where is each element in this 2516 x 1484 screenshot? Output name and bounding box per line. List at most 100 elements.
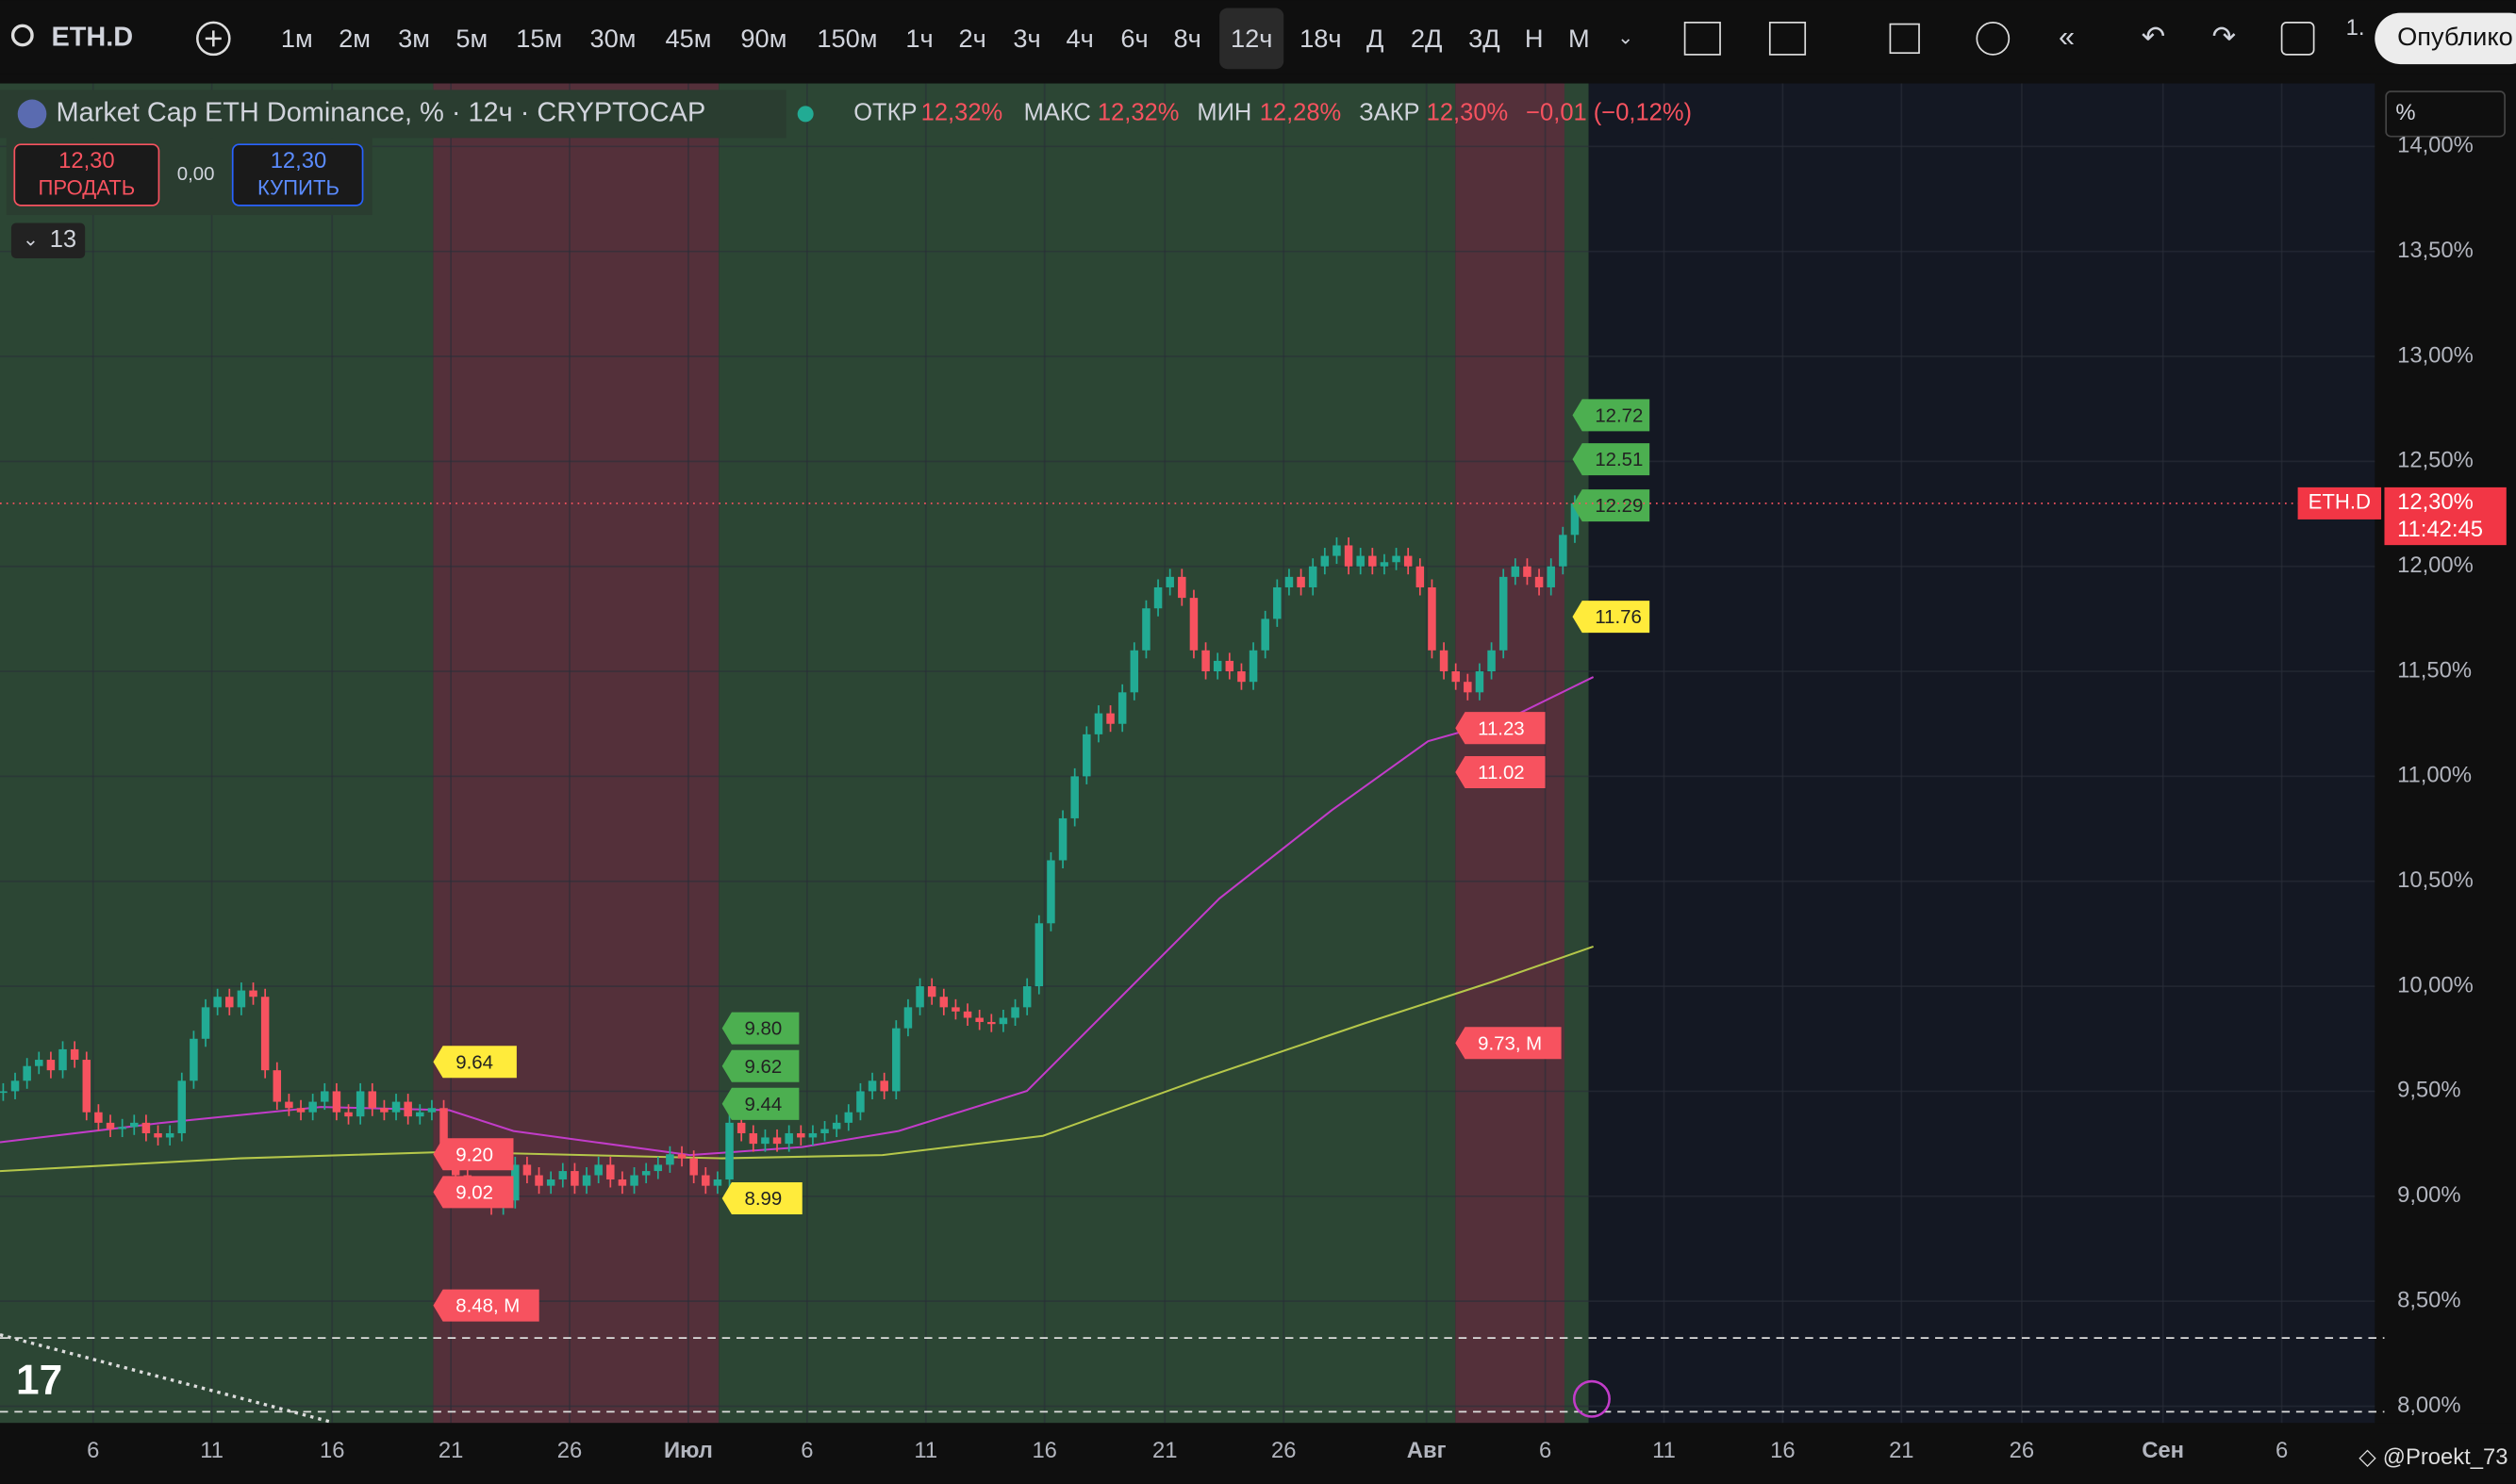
candle: [844, 1112, 853, 1123]
alert-icon[interactable]: [1976, 22, 2011, 56]
interval[interactable]: 45м: [665, 24, 711, 53]
interval[interactable]: 18ч: [1299, 24, 1341, 53]
scale-mode-label[interactable]: %: [2395, 100, 2415, 125]
publish-button[interactable]: [2375, 12, 2516, 65]
fullscreen-icon[interactable]: [2280, 22, 2315, 56]
buy-label[interactable]: КУПИТЬ: [257, 176, 339, 200]
candle: [856, 1091, 865, 1113]
replay-icon[interactable]: «: [2059, 21, 2075, 53]
interval[interactable]: 3ч: [1013, 24, 1040, 53]
low-value: 12,28%: [1260, 100, 1342, 126]
search-icon[interactable]: [10, 24, 34, 47]
price-label-text: 9.73, М: [1478, 1033, 1542, 1054]
redo-icon[interactable]: ↷: [2211, 21, 2236, 53]
candle: [1511, 566, 1520, 577]
x-tick-label: 6: [87, 1438, 99, 1463]
indicators-icon[interactable]: [1768, 22, 1807, 56]
interval[interactable]: 150м: [817, 24, 877, 53]
candle: [154, 1132, 162, 1138]
indicators-toggle[interactable]: [10, 223, 86, 258]
publish-label[interactable]: Опублико: [2397, 22, 2513, 51]
sell-button[interactable]: [13, 143, 160, 206]
interval[interactable]: 1м: [281, 24, 313, 53]
candle: [1523, 566, 1531, 577]
candle: [1451, 671, 1460, 683]
interval[interactable]: 30м: [589, 24, 636, 53]
lightning-icon[interactable]: [1572, 1379, 1611, 1418]
candle: [916, 986, 924, 1008]
dropdown[interactable]: ⌄: [1617, 27, 1633, 48]
interval[interactable]: 4ч: [1066, 24, 1093, 53]
y-tick-label: 13,50%: [2397, 238, 2474, 263]
x-tick-label: 26: [1271, 1438, 1297, 1463]
interval[interactable]: 2м: [339, 24, 371, 53]
candle: [1153, 586, 1163, 609]
y-tick-label: 13,00%: [2397, 342, 2474, 368]
interval[interactable]: 2ч: [958, 24, 985, 53]
interval[interactable]: 12ч: [1231, 24, 1272, 53]
interval[interactable]: 15м: [516, 24, 562, 53]
candle: [344, 1112, 353, 1117]
candle: [749, 1132, 758, 1145]
x-tick-label: 16: [1032, 1438, 1057, 1463]
interval[interactable]: 8ч: [1173, 24, 1200, 53]
high-label: МАКС: [1024, 100, 1091, 126]
interval[interactable]: 3Д: [1468, 24, 1500, 53]
price-label: [1455, 1027, 1562, 1060]
interval[interactable]: 6ч: [1120, 24, 1148, 53]
candle: [1261, 618, 1269, 651]
interval[interactable]: 1ч: [905, 24, 933, 53]
candle: [868, 1080, 877, 1092]
x-tick-label: Сен: [2142, 1438, 2184, 1463]
add-symbol[interactable]: [196, 21, 231, 57]
symbol[interactable]: ETH.D: [51, 23, 133, 53]
buy-price[interactable]: 12,30: [271, 148, 327, 173]
chart-type-icon[interactable]: [1683, 22, 1721, 56]
candle: [522, 1164, 532, 1176]
countdown: 11:42:45: [2397, 517, 2483, 542]
x-tick-label: 16: [320, 1438, 345, 1463]
sell-label[interactable]: ПРОДАТЬ: [38, 176, 135, 200]
price-label: [1572, 601, 1650, 634]
candle: [1237, 671, 1246, 683]
counter: 1.: [2346, 15, 2365, 41]
interval[interactable]: Д: [1366, 24, 1383, 53]
candle: [1166, 576, 1174, 587]
sell-price[interactable]: 12,30: [58, 148, 115, 173]
candle: [1320, 555, 1330, 567]
interval[interactable]: Н: [1525, 24, 1544, 53]
interval[interactable]: 3м: [398, 24, 430, 53]
interval[interactable]: М: [1568, 24, 1590, 53]
chevron[interactable]: ⌄: [23, 230, 39, 251]
candle: [654, 1164, 663, 1172]
price-label: [1455, 712, 1546, 745]
candle: [213, 997, 222, 1008]
candle: [797, 1132, 805, 1138]
x-tick-label: Авг: [1407, 1438, 1447, 1463]
candle: [963, 1011, 972, 1018]
layout-icon[interactable]: [1889, 23, 1920, 55]
candle: [106, 1122, 115, 1129]
y-tick-label: 14,00%: [2397, 133, 2474, 158]
scale-mode[interactable]: [2385, 91, 2506, 138]
undo-icon[interactable]: ↶: [2142, 21, 2166, 53]
x-tick-label: Июл: [664, 1438, 713, 1463]
candle: [0, 1091, 8, 1094]
interval[interactable]: 90м: [740, 24, 786, 53]
buy-button[interactable]: [231, 143, 364, 206]
candle: [1058, 817, 1068, 861]
candle: [1487, 650, 1496, 672]
candle: [713, 1179, 722, 1186]
candle: [1083, 734, 1091, 777]
interval[interactable]: 2Д: [1411, 24, 1443, 53]
candle: [94, 1112, 103, 1123]
x-tick-label: 26: [557, 1438, 583, 1463]
indicators-count[interactable]: 13: [50, 226, 76, 253]
price-label: [1455, 755, 1546, 788]
candle: [1201, 650, 1210, 672]
price-label-text: 12.29: [1595, 496, 1643, 517]
interval[interactable]: 5м: [455, 24, 488, 53]
candle: [1332, 545, 1341, 556]
candle: [368, 1091, 377, 1109]
price-label: [1572, 489, 1650, 522]
